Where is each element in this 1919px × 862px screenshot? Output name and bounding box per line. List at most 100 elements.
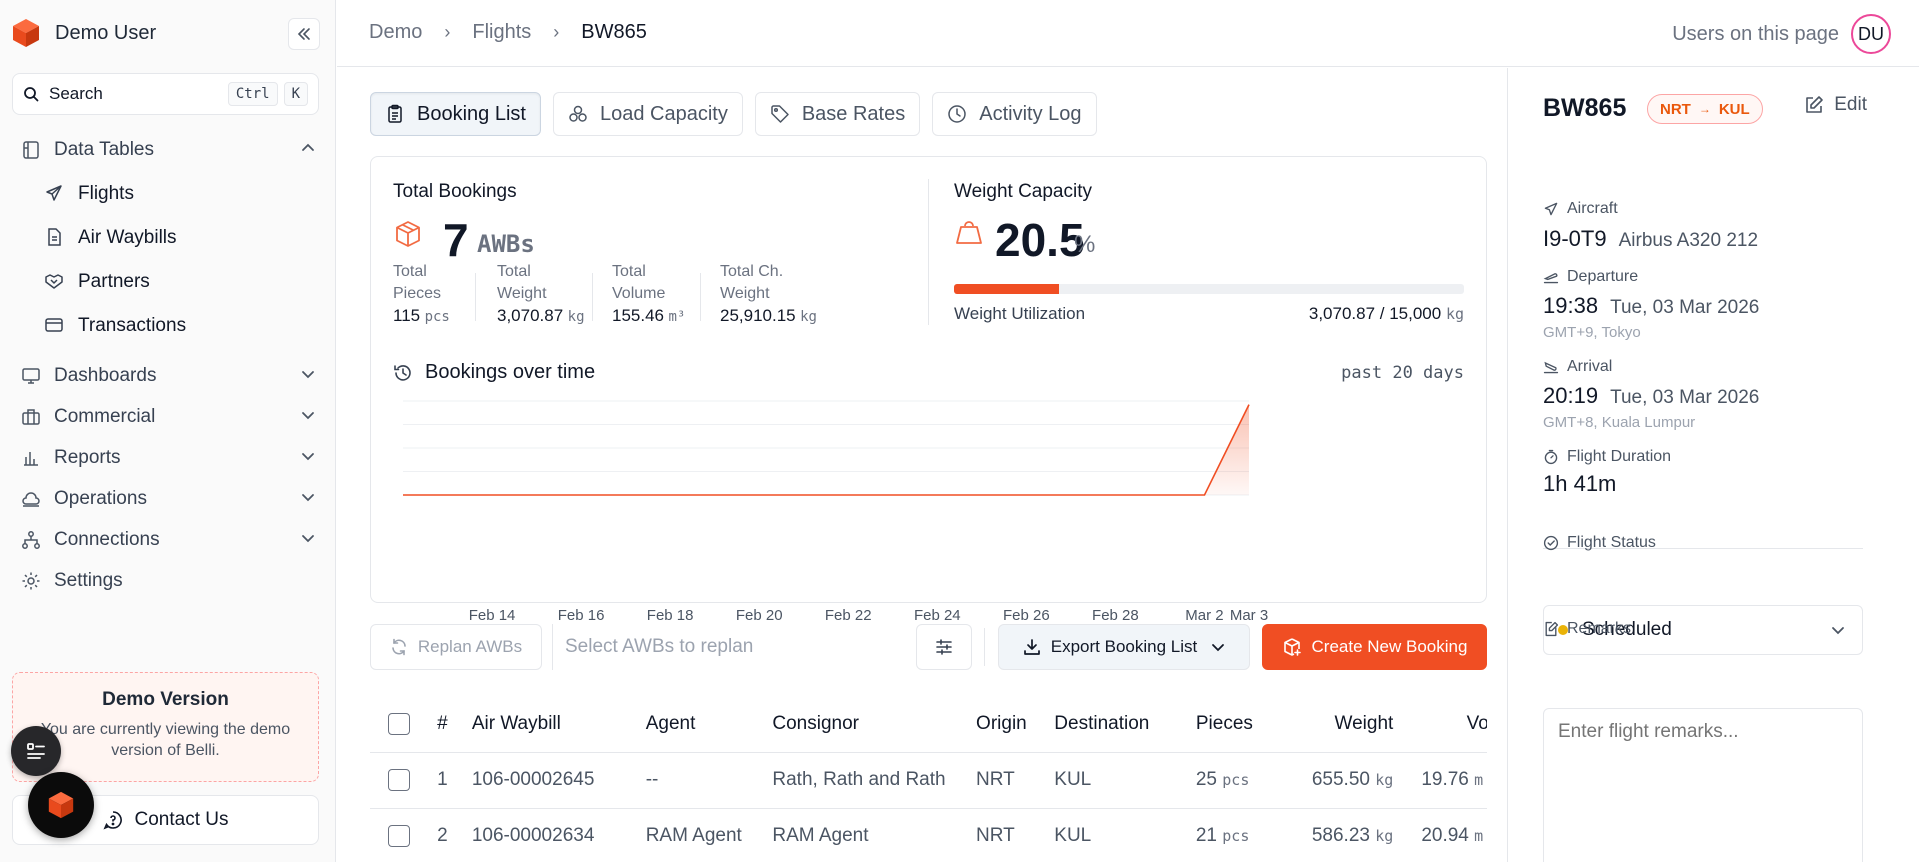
breadcrumb-demo[interactable]: Demo (369, 21, 423, 43)
select-all-checkbox[interactable] (388, 712, 410, 735)
chevron-right-icon: › (444, 22, 451, 42)
sidebar-item-flights[interactable]: Flights (12, 172, 322, 216)
tab-activity-log[interactable]: Activity Log (932, 92, 1097, 136)
belli-logo-icon (13, 19, 39, 47)
sidebar-item-label: Settings (54, 570, 123, 591)
avatar[interactable]: DU (1851, 14, 1891, 54)
column-header-number[interactable]: # (437, 696, 472, 753)
task-list-fab[interactable] (11, 726, 61, 776)
export-booking-list-button[interactable]: Export Booking List (998, 624, 1250, 670)
stat-total-weight: Total Weight 3,070.87 kg (497, 261, 585, 328)
plane-icon (44, 183, 66, 205)
weight-cell: 655.50 kg (1290, 752, 1394, 809)
sidebar-item-partners[interactable]: Partners (12, 260, 322, 304)
arrival-label: Arrival (1567, 358, 1613, 375)
agent-cell: -- (645, 752, 773, 809)
consignor-cell: Rath, Rath and Rath (772, 752, 977, 809)
user-name: Demo User (55, 21, 157, 44)
divider (1543, 548, 1863, 549)
awb-number[interactable]: 106-00002634 (471, 808, 646, 862)
chevron-right-icon: › (553, 22, 560, 42)
weight-value: 655.50 (1311, 769, 1370, 790)
belli-assistant-fab[interactable] (28, 772, 94, 838)
booking-stats-card: Total Bookings 7 AWBs Total Pieces 115 p… (370, 156, 1487, 624)
remarks-textarea[interactable] (1543, 708, 1863, 862)
column-header-consignor[interactable]: Consignor (772, 696, 977, 753)
contact-us-label: Contact Us (134, 809, 229, 830)
create-new-booking-button[interactable]: Create New Booking (1262, 624, 1487, 670)
stat-value: 3,070.87 (497, 306, 564, 325)
stat-unit: kg (567, 309, 585, 325)
shortcut-key-k: K (283, 82, 308, 106)
replan-awb-select[interactable]: Select AWBs to replan (552, 624, 882, 670)
row-checkbox[interactable] (388, 824, 410, 847)
sidebar-item-air-waybills[interactable]: Air Waybills (12, 216, 322, 260)
consignor-cell: RAM Agent (772, 808, 977, 862)
sidebar-group-label: Data Tables (54, 139, 154, 160)
column-header-weight[interactable]: Weight (1290, 696, 1394, 753)
sidebar-item-label: Partners (78, 271, 150, 292)
column-header-destination[interactable]: Destination (1054, 696, 1196, 753)
chevron-down-icon (300, 407, 316, 429)
column-header-air-waybill[interactable]: Air Waybill (471, 696, 646, 753)
sidebar-group-operations[interactable]: Operations (12, 477, 322, 521)
note-edit-icon (1543, 621, 1559, 637)
edit-flight-button[interactable]: Edit (1804, 94, 1867, 116)
page-viewers: Users on this page DU (1672, 14, 1891, 54)
row-checkbox[interactable] (388, 768, 410, 791)
breadcrumb-flights[interactable]: Flights (472, 21, 532, 43)
sidebar-item-transactions[interactable]: Transactions (12, 304, 322, 348)
credit-card-icon (44, 315, 66, 337)
divider (700, 273, 701, 321)
column-settings-button[interactable] (916, 624, 972, 670)
sidebar-group-label: Reports (54, 447, 121, 468)
search-button[interactable]: Search Ctrl K (12, 73, 319, 115)
departure-value: 19:38 Tue, 03 Mar 2026 (1543, 293, 1759, 319)
origin-cell: NRT (976, 808, 1055, 862)
chevron-down-icon (1211, 640, 1225, 654)
awb-number[interactable]: 106-00002645 (471, 752, 646, 809)
table-icon (20, 139, 42, 161)
tab-base-rates[interactable]: Base Rates (754, 92, 921, 136)
flight-tabs: Booking List Load Capacity Base Rates Ac… (370, 92, 1109, 136)
table-row[interactable]: 2 106-00002634 RAM Agent RAM Agent NRT K… (370, 808, 1487, 862)
package-plus-icon (1282, 637, 1302, 657)
plane-landing-icon (1543, 359, 1559, 375)
section-divider (928, 179, 929, 325)
weight-unit: kg (1375, 771, 1394, 789)
monitor-icon (20, 365, 42, 387)
booking-table: # Air Waybill Agent Consignor Origin Des… (370, 696, 1487, 862)
tab-booking-list[interactable]: Booking List (370, 92, 541, 136)
sidebar-group-connections[interactable]: Connections (12, 518, 322, 562)
sidebar-group-commercial[interactable]: Commercial (12, 395, 322, 439)
create-label: Create New Booking (1311, 637, 1468, 656)
column-header-origin[interactable]: Origin (976, 696, 1055, 753)
flight-status-select[interactable]: Scheduled (1543, 605, 1863, 655)
tab-load-capacity[interactable]: Load Capacity (552, 92, 743, 136)
collapse-sidebar-button[interactable] (288, 18, 320, 50)
sidebar-item-settings[interactable]: Settings (12, 559, 322, 603)
weight-capacity-value: 20.5 (995, 214, 1085, 266)
departure-label: Departure (1567, 268, 1639, 285)
user-menu[interactable]: Demo User (10, 14, 320, 52)
volume-cell: 19.76 m (1393, 752, 1487, 809)
row-number: 1 (437, 752, 472, 809)
column-header-volume[interactable]: Volume (1393, 696, 1487, 753)
departure-time: 19:38 (1543, 293, 1599, 318)
utilization-value-text: 3,070.87 / 15,000 (1308, 304, 1442, 323)
search-icon (24, 87, 39, 102)
demo-text: You are currently viewing the demo versi… (40, 721, 291, 759)
chart-line (403, 404, 1250, 496)
table-row[interactable]: 1 106-00002645 -- Rath, Rath and Rath NR… (370, 752, 1487, 809)
pieces-value: 25 (1195, 769, 1217, 790)
column-header-agent[interactable]: Agent (645, 696, 773, 753)
sidebar-group-dashboards[interactable]: Dashboards (12, 354, 322, 398)
column-header-pieces[interactable]: Pieces (1195, 696, 1291, 753)
pieces-unit: pcs (1222, 771, 1250, 789)
status-value: Scheduled (1582, 619, 1672, 640)
briefcase-icon (20, 406, 42, 428)
replan-awbs-button[interactable]: Replan AWBs (370, 624, 542, 670)
sidebar-group-data-tables[interactable]: Data Tables (12, 128, 322, 172)
sidebar-group-reports[interactable]: Reports (12, 436, 322, 480)
bar-chart-icon (20, 447, 42, 469)
